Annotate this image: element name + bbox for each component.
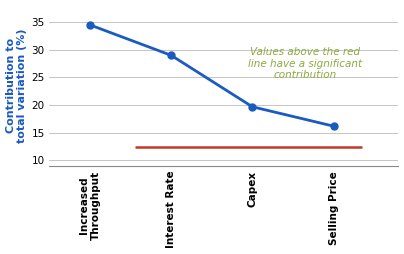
Text: Values above the red
line have a significant
contribution: Values above the red line have a signifi… [248, 47, 362, 80]
Y-axis label: Contribution to
total variation (%): Contribution to total variation (%) [6, 28, 27, 143]
